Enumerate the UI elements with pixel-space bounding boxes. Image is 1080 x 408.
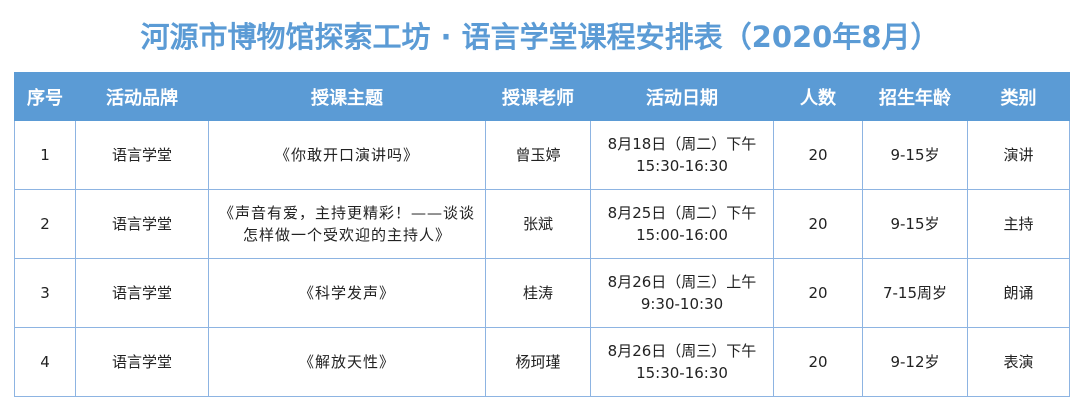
brand-cell: 语言学堂 xyxy=(75,258,209,328)
count-cell: 20 xyxy=(773,120,863,190)
table-row: 2 语言学堂 《声音有爱，主持更精彩！——谈谈怎样做一个受欢迎的主持人》 张斌 8月25… xyxy=(14,189,1070,259)
column-header: 授课主题 xyxy=(208,72,486,121)
date-cell: 8月18日（周二）下午 15:30-16:30 xyxy=(590,120,774,190)
schedule-table: 序号 活动品牌 授课主题 授课老师 活动日期 人数 招生年龄 类别 1 语言学堂 《你敢开口演讲吗… xyxy=(14,72,1070,397)
topic-cell: 《声音有爱，主持更精彩！——谈谈怎样做一个受欢迎的主持人》 xyxy=(208,189,486,259)
brand-cell: 语言学堂 xyxy=(75,327,209,397)
column-header: 活动品牌 xyxy=(75,72,209,121)
teacher-cell: 桂涛 xyxy=(485,258,591,328)
count-cell: 20 xyxy=(773,258,863,328)
row-number: 1 xyxy=(14,120,76,190)
topic-cell: 《解放天性》 xyxy=(208,327,486,397)
date-cell: 8月26日（周三）上午 9:30-10:30 xyxy=(590,258,774,328)
type-cell: 朗诵 xyxy=(967,258,1070,328)
date-text: 8月26日（周三）下午 xyxy=(607,342,757,360)
column-header: 活动日期 xyxy=(590,72,774,121)
date-text: 8月26日（周三）上午 xyxy=(607,273,757,291)
header-row: 序号 活动品牌 授课主题 授课老师 活动日期 人数 招生年龄 类别 xyxy=(14,72,1070,121)
topic-cell: 《科学发声》 xyxy=(208,258,486,328)
row-number: 4 xyxy=(14,327,76,397)
age-cell: 7-15周岁 xyxy=(862,258,968,328)
type-cell: 主持 xyxy=(967,189,1070,259)
age-cell: 9-12岁 xyxy=(862,327,968,397)
time-range: 9:30-10:30 xyxy=(640,295,724,313)
brand-cell: 语言学堂 xyxy=(75,120,209,190)
column-header: 类别 xyxy=(967,72,1070,121)
teacher-cell: 张斌 xyxy=(485,189,591,259)
type-cell: 表演 xyxy=(967,327,1070,397)
date-cell: 8月25日（周二）下午 15:00-16:00 xyxy=(590,189,774,259)
brand-cell: 语言学堂 xyxy=(75,189,209,259)
count-cell: 20 xyxy=(773,327,863,397)
date-cell: 8月26日（周三）下午 15:30-16:30 xyxy=(590,327,774,397)
table-row: 3 语言学堂 《科学发声》 桂涛 8月26日（周三）上午 9:30-10:30 20 7-15… xyxy=(14,258,1070,328)
age-cell: 9-15岁 xyxy=(862,120,968,190)
table-row: 4 语言学堂 《解放天性》 杨珂瑾 8月26日（周三）下午 15:30-16:30 20 9-… xyxy=(14,327,1070,397)
time-range: 15:30-16:30 xyxy=(636,157,728,175)
column-header: 招生年龄 xyxy=(862,72,968,121)
time-range: 15:30-16:30 xyxy=(636,364,728,382)
count-cell: 20 xyxy=(773,189,863,259)
column-header: 序号 xyxy=(14,72,76,121)
date-text: 8月18日（周二）下午 xyxy=(607,135,757,153)
column-header: 人数 xyxy=(773,72,863,121)
teacher-cell: 杨珂瑾 xyxy=(485,327,591,397)
date-text: 8月25日（周二）下午 xyxy=(607,204,757,222)
row-number: 2 xyxy=(14,189,76,259)
time-range: 15:00-16:00 xyxy=(636,226,728,244)
row-number: 3 xyxy=(14,258,76,328)
column-header: 授课老师 xyxy=(485,72,591,121)
table-row: 1 语言学堂 《你敢开口演讲吗》 曾玉婷 8月18日（周二）下午 15:30-16:30 2… xyxy=(14,120,1070,190)
teacher-cell: 曾玉婷 xyxy=(485,120,591,190)
topic-cell: 《你敢开口演讲吗》 xyxy=(208,120,486,190)
age-cell: 9-15岁 xyxy=(862,189,968,259)
page-title: 河源市博物馆探索工坊 · 语言学堂课程安排表（2020年8月） xyxy=(140,20,940,54)
type-cell: 演讲 xyxy=(967,120,1070,190)
